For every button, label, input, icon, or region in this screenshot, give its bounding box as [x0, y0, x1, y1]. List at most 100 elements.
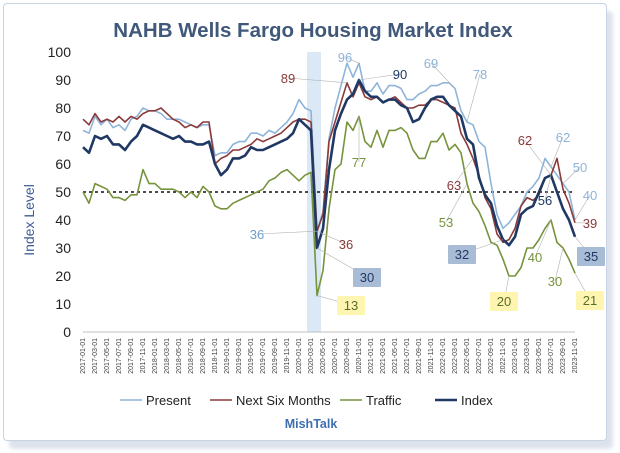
- x-tick-label: 2017-11-01: [140, 338, 147, 373]
- x-tick-label: 2021-11-01: [428, 338, 435, 373]
- x-tick-label: 2018-11-01: [212, 338, 219, 373]
- x-tick-label: 2018-07-01: [188, 338, 195, 374]
- data-label-index: 35: [574, 236, 605, 266]
- label-leader-line: [445, 183, 468, 223]
- x-tick-label: 2022-07-01: [476, 338, 483, 374]
- data-label-text: 30: [360, 270, 374, 285]
- x-tick-label: 2022-11-01: [500, 338, 507, 373]
- data-label-traffic: 30: [548, 247, 564, 289]
- x-tick-label: 2018-09-01: [200, 338, 207, 374]
- data-label-box: [448, 245, 476, 264]
- chart-frame: [3, 3, 607, 441]
- y-tick-label: 10: [55, 296, 71, 312]
- data-label-index: 90: [358, 67, 407, 82]
- data-label-text: 69: [424, 56, 438, 71]
- label-leader-line: [554, 247, 564, 282]
- x-tick-label: 2021-03-01: [380, 338, 387, 374]
- y-tick-label: 70: [55, 128, 71, 144]
- legend-label: Present: [146, 393, 191, 408]
- data-label-box: [576, 291, 604, 310]
- data-label-index: 32: [448, 239, 504, 264]
- label-leader-line: [358, 73, 401, 81]
- data-label-text: 78: [473, 67, 487, 82]
- data-label-present: 96: [338, 50, 360, 65]
- x-tick-label: 2017-03-01: [92, 338, 99, 374]
- data-label-traffic: 53: [439, 183, 468, 230]
- legend-item-index: Index: [435, 393, 493, 408]
- y-tick-label: 90: [55, 72, 71, 88]
- data-label-present: 78: [466, 67, 487, 123]
- legend-label: Index: [461, 393, 493, 408]
- label-leader-line: [344, 56, 360, 64]
- y-tick-label: 0: [63, 324, 71, 340]
- x-tick-label: 2019-11-01: [284, 338, 291, 373]
- series-line-next-six-months: [82, 82, 576, 244]
- data-label-present: 62: [550, 130, 570, 167]
- data-label-next-six-months: 39: [574, 216, 597, 231]
- data-label-traffic: 21: [574, 273, 604, 310]
- label-leader-line: [574, 194, 591, 221]
- legend-label: Next Six Months: [236, 393, 331, 408]
- label-leader-line: [524, 139, 552, 176]
- data-label-box: [490, 292, 518, 311]
- x-tick-label: 2020-09-01: [344, 338, 351, 374]
- data-label-text: 50: [573, 160, 587, 175]
- x-tick-label: 2022-09-01: [488, 338, 495, 374]
- data-label-text: 62: [556, 130, 570, 145]
- x-tick-label: 2019-05-01: [248, 338, 255, 374]
- y-tick-label: 30: [55, 240, 71, 256]
- x-tick-label: 2020-11-01: [356, 338, 363, 373]
- data-label-traffic: 40: [528, 219, 552, 265]
- x-tick-label: 2017-07-01: [116, 338, 123, 374]
- data-label-text: 39: [583, 216, 597, 231]
- x-tick-label: 2022-05-01: [464, 338, 471, 374]
- data-label-text: 21: [583, 293, 597, 308]
- data-label-text: 56: [538, 193, 552, 208]
- data-label-present: 40: [574, 188, 597, 221]
- x-tick-label: 2020-07-01: [332, 338, 339, 374]
- x-tick-label: 2020-05-01: [320, 338, 327, 374]
- label-leader-line: [544, 175, 552, 201]
- x-tick-label: 2018-01-01: [152, 338, 159, 374]
- x-axis: 2017-01-01 2017-03-01 2017-05-01 2017-07-01…: [80, 331, 579, 374]
- data-label-present: 36: [250, 227, 318, 242]
- series-line-present: [82, 62, 576, 232]
- x-tick-label: 2023-11-01: [572, 338, 579, 373]
- data-label-text: 89: [281, 71, 295, 86]
- y-axis: 0 10 20 30 40 50 60 70 80 90 100: [48, 44, 72, 340]
- data-label-text: 62: [518, 133, 532, 148]
- label-leader-line: [430, 62, 456, 89]
- data-label-next-six-months: 36: [316, 230, 353, 252]
- y-axis-label: Index Level: [21, 184, 37, 256]
- x-tick-label: 2021-07-01: [404, 338, 411, 374]
- x-tick-label: 2018-03-01: [164, 338, 171, 374]
- data-label-traffic: 77: [352, 116, 366, 170]
- data-label-next-six-months: 89: [281, 71, 348, 86]
- x-tick-label: 2019-09-01: [272, 338, 279, 374]
- data-label-index: 56: [538, 175, 552, 208]
- y-tick-label: 60: [55, 156, 71, 172]
- x-tick-label: 2023-03-01: [524, 338, 531, 374]
- data-label-text: 35: [584, 249, 598, 264]
- data-label-present: 50: [562, 160, 587, 184]
- x-tick-label: 2017-05-01: [104, 338, 111, 374]
- x-tick-label: 2019-07-01: [260, 338, 267, 374]
- y-tick-label: 80: [55, 100, 71, 116]
- data-label-box: [577, 247, 605, 266]
- data-label-text: 96: [338, 50, 352, 65]
- y-tick-label: 100: [48, 44, 72, 60]
- label-leader-line: [466, 73, 481, 123]
- x-tick-label: 2023-05-01: [536, 338, 543, 374]
- legend: Present Next Six Months Traffic Index: [120, 393, 493, 408]
- data-label-index: 30: [316, 247, 381, 287]
- x-tick-label: 2018-05-01: [176, 338, 183, 374]
- x-tick-label: 2019-01-01: [224, 338, 231, 374]
- series-line-index: [82, 78, 577, 250]
- x-tick-label: 2022-01-01: [440, 338, 447, 374]
- data-label-next-six-months: 62: [518, 133, 552, 176]
- label-leader-line: [550, 136, 564, 167]
- label-leader-line: [534, 219, 552, 258]
- data-label-text: 13: [344, 298, 358, 313]
